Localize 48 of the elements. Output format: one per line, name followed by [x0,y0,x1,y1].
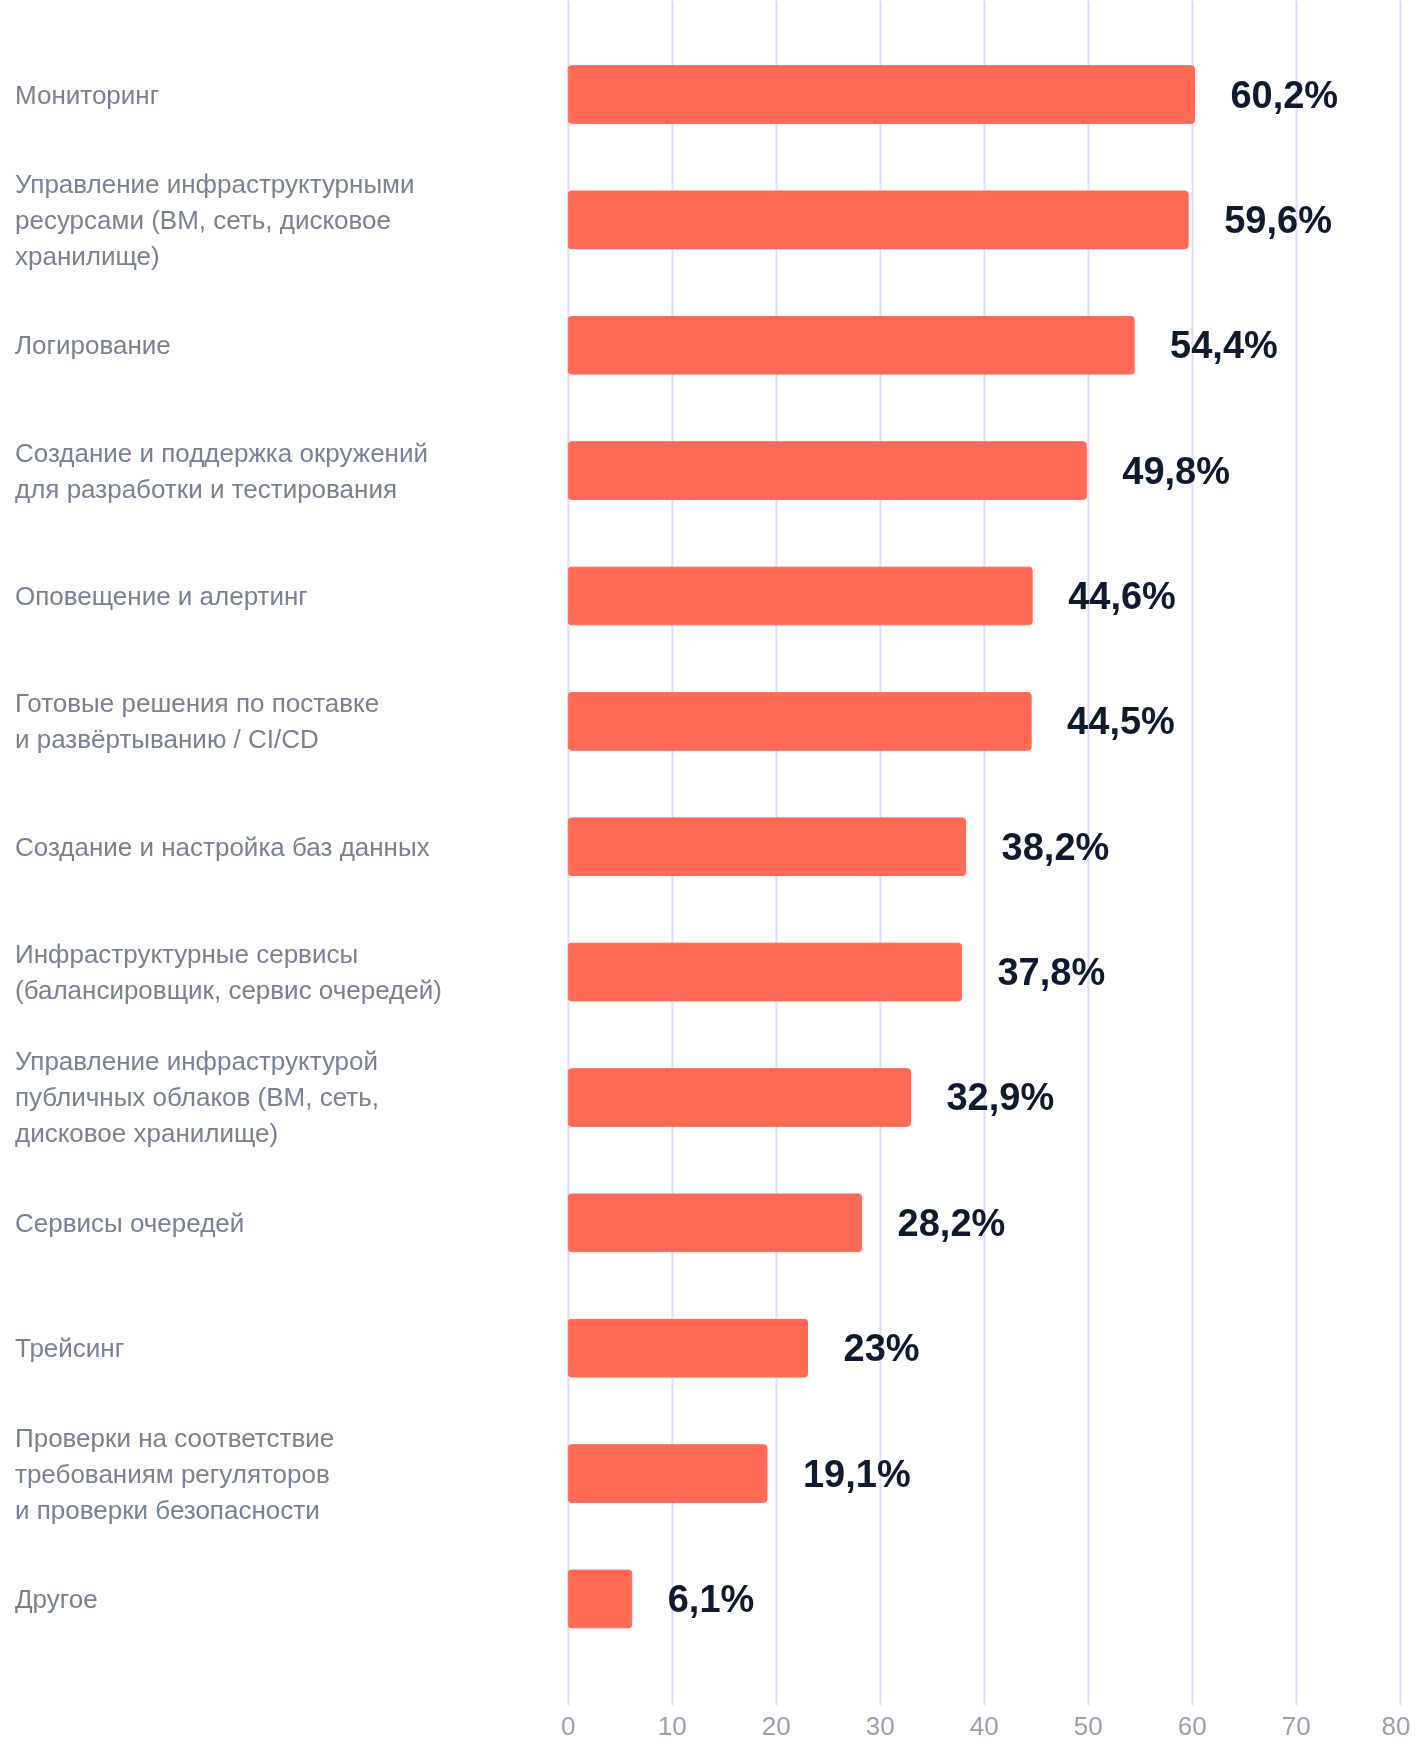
bar [567,315,1135,375]
data-label: 38,2% [1001,825,1110,868]
data-label: 37,8% [997,951,1106,994]
data-label: 60,2% [1230,73,1339,116]
data-label: 49,8% [1122,449,1230,492]
y-tick-label: Управление инфраструктурой публичных облаков (ВМ, сеть, дисковое хранилище) [14,1046,379,1149]
bar [567,1193,863,1253]
y-tick-label: Логирование [14,330,171,361]
y-tick-label: Оповещение и алертинг [14,581,308,611]
data-label: 44,6% [1068,575,1176,617]
bar [567,65,1195,124]
y-tick-label: Сервисы очередей [14,1207,245,1238]
y-tick-label: Инфраструктурные сервисы (балансировщик, сервис очередей) [14,939,442,1006]
x-tick-label: 30 [865,1710,895,1741]
bar [567,942,962,1002]
data-label: 32,9% [946,1076,1055,1119]
bar [567,1569,633,1629]
bar [567,190,1189,250]
y-tick-label: Трейсинг [14,1333,125,1364]
y-tick-label: Управление инфраструктурными ресурсами (ВМ, сеть, дисковое хранилище) [14,168,415,271]
y-tick-label: Проверки на соответствие требованиям регуляторов и проверки безопасности [14,1422,335,1525]
data-label: 19,1% [802,1452,911,1495]
y-tick-label: Создание и настройка баз данных [14,831,430,862]
y-tick-label: Мониторинг [14,79,160,110]
data-label: 28,2% [897,1201,1006,1244]
x-tick-label: 60 [1177,1710,1207,1741]
data-label: 59,6% [1224,198,1332,241]
x-tick-label: 40 [969,1710,999,1741]
y-tick-label: Готовые решения по поставке и развёртыванию / CI/CD [14,688,380,755]
data-label: 6,1% [667,1577,755,1620]
x-tick-label: 50 [1073,1710,1103,1741]
bar [567,1444,768,1503]
bar [567,566,1033,626]
bar [567,692,1032,751]
y-tick-label: Создание и поддержка окружений для разработки и тестирования [14,437,429,504]
x-tick-label: 70 [1281,1710,1311,1741]
bar [567,1068,911,1127]
y-tick-label: Другое [14,1583,98,1614]
bar [567,817,967,877]
x-tick-label: 20 [761,1710,791,1741]
data-label: 23% [843,1327,920,1370]
x-tick-label: 80 [1381,1710,1411,1741]
bar [567,1318,809,1378]
x-tick-label: 10 [657,1710,687,1741]
bar [567,441,1087,500]
x-tick-label: 0 [561,1710,576,1741]
data-label: 44,5% [1067,700,1175,743]
data-label: 54,4% [1170,324,1278,367]
